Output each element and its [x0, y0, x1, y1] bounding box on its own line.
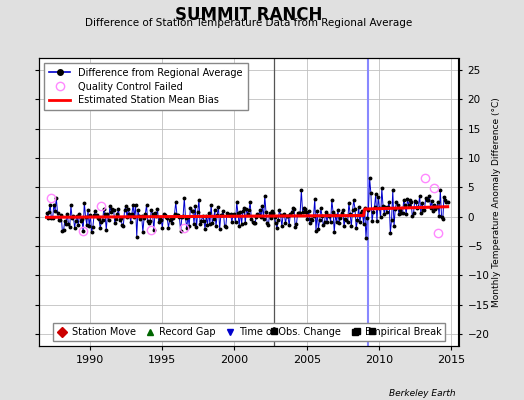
Text: SUMMIT RANCH: SUMMIT RANCH: [175, 6, 323, 24]
Text: Berkeley Earth: Berkeley Earth: [389, 389, 456, 398]
Y-axis label: Monthly Temperature Anomaly Difference (°C): Monthly Temperature Anomaly Difference (…: [493, 97, 501, 307]
Text: Difference of Station Temperature Data from Regional Average: Difference of Station Temperature Data f…: [85, 18, 412, 28]
Legend: Station Move, Record Gap, Time of Obs. Change, Empirical Break: Station Move, Record Gap, Time of Obs. C…: [52, 323, 445, 341]
